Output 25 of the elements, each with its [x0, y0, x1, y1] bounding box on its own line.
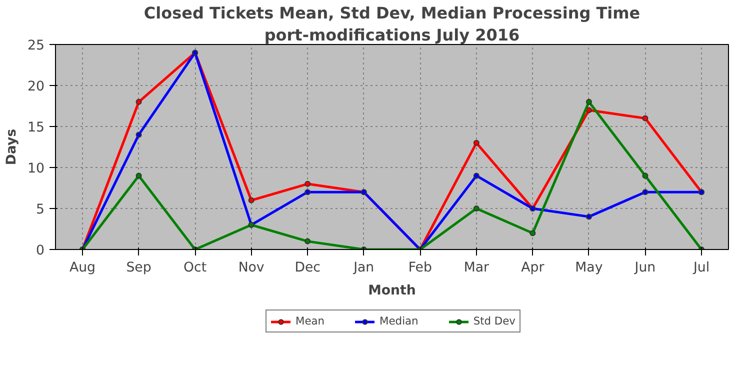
chart-title: Closed Tickets Mean, Std Dev, Median Processing Time — [144, 4, 640, 22]
x-tick-label: Apr — [521, 260, 545, 276]
x-tick-label: Jul — [692, 260, 710, 276]
x-tick-label: Nov — [238, 260, 264, 276]
x-tick-label: Dec — [294, 260, 320, 276]
y-tick-label: 15 — [28, 120, 45, 136]
y-tick-label: 0 — [36, 244, 45, 258]
legend-label: Std Dev — [473, 314, 516, 328]
x-tick-label: Sep — [126, 260, 152, 276]
legend-label: Median — [380, 314, 418, 328]
x-tick-label: May — [575, 260, 603, 276]
x-axis-title: Month — [368, 284, 416, 298]
x-tick-label: Jun — [634, 260, 656, 276]
x-tick-label: Jan — [352, 260, 374, 276]
legend-label: Mean — [296, 314, 325, 328]
chart-subtitle: port-modifications July 2016 — [264, 26, 520, 44]
y-tick-label: 10 — [28, 162, 45, 176]
y-tick-label: 5 — [36, 202, 45, 218]
x-tick-label: Aug — [70, 260, 96, 276]
y-tick-label: 20 — [28, 80, 45, 94]
x-tick-label: Mar — [464, 260, 490, 276]
x-tick-label: Oct — [184, 260, 207, 276]
y-axis-title: Days — [4, 128, 20, 166]
y-tick-label: 25 — [28, 38, 45, 54]
x-tick-label: Feb — [408, 260, 432, 276]
